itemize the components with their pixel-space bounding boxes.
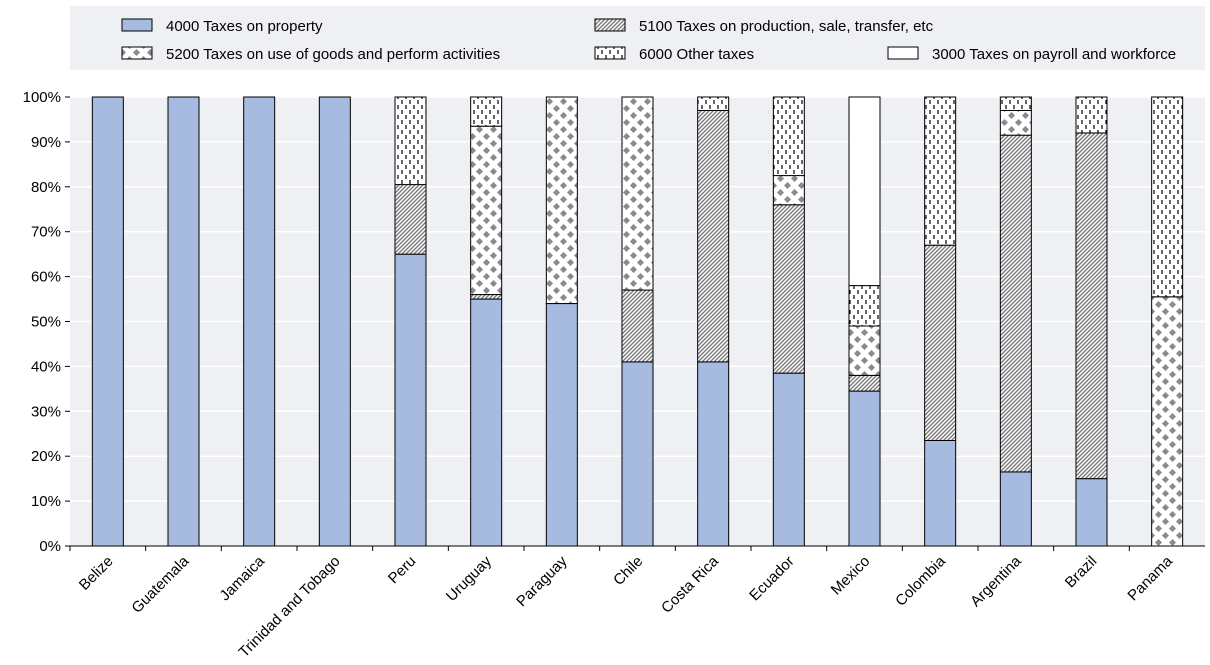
legend-label-payroll: 3000 Taxes on payroll and workforce bbox=[932, 46, 1176, 63]
y-tick-label: 50% bbox=[31, 314, 61, 331]
bar-segment-production bbox=[697, 109, 730, 363]
bar-segment-property bbox=[167, 96, 200, 547]
bar-segment-property bbox=[394, 253, 427, 547]
bar-segment-property bbox=[243, 96, 276, 547]
bar-segment-other bbox=[1075, 96, 1108, 134]
legend-background bbox=[70, 6, 1205, 70]
x-tick-label: Belize bbox=[76, 553, 117, 594]
legend-swatch-production bbox=[594, 18, 626, 32]
bar-segment-property bbox=[91, 96, 124, 547]
bar-segment-other bbox=[470, 96, 503, 127]
bar-segment-property bbox=[621, 361, 654, 547]
bar-segment-use_goods bbox=[470, 125, 503, 296]
x-tick-label: Peru bbox=[385, 553, 419, 587]
bar-segment-other bbox=[697, 96, 730, 111]
legend-label-property: 4000 Taxes on property bbox=[166, 18, 323, 35]
legend-swatch-use_goods bbox=[121, 46, 153, 60]
bar-segment-use_goods bbox=[999, 109, 1032, 136]
y-tick-label: 90% bbox=[31, 134, 61, 151]
y-tick-label: 40% bbox=[31, 358, 61, 375]
legend-swatch-payroll bbox=[887, 46, 919, 60]
bar-segment-property bbox=[318, 96, 351, 547]
bar-segment-property bbox=[924, 439, 957, 547]
legend-label-other: 6000 Other taxes bbox=[639, 46, 754, 63]
y-tick-label: 100% bbox=[23, 89, 61, 106]
bar-segment-use_goods bbox=[621, 96, 654, 291]
bar-segment-property bbox=[772, 372, 805, 547]
bar-segment-production bbox=[394, 184, 427, 255]
bar-segment-production bbox=[924, 244, 957, 441]
y-axis-ticks: 0% 10% 20% 30% 40% 50% 60% 70% 80% 90% 100% bbox=[23, 89, 70, 555]
legend-label-production: 5100 Taxes on production, sale, transfer… bbox=[639, 18, 934, 35]
bar-segment-property bbox=[470, 298, 503, 547]
bar-segment-use_goods bbox=[848, 325, 881, 376]
x-tick-label: Brazil bbox=[1062, 553, 1101, 592]
bar-segment-production bbox=[772, 204, 805, 374]
x-tick-label: Colombia bbox=[892, 552, 949, 609]
bar-segment-property bbox=[545, 303, 578, 547]
bar-segment-other bbox=[394, 96, 427, 186]
bar-segment-production bbox=[1075, 132, 1108, 480]
bar-segment-other bbox=[999, 96, 1032, 111]
x-tick-label: Panama bbox=[1124, 552, 1176, 604]
x-tick-label: Paraguay bbox=[513, 552, 571, 610]
y-tick-label: 70% bbox=[31, 224, 61, 241]
bar-segment-property bbox=[999, 471, 1032, 547]
bar-segment-payroll bbox=[848, 96, 881, 287]
bar-segment-use_goods bbox=[772, 175, 805, 206]
y-tick-label: 30% bbox=[31, 403, 61, 420]
bar-segment-other bbox=[924, 96, 957, 246]
y-tick-label: 60% bbox=[31, 269, 61, 286]
x-tick-label: Uruguay bbox=[443, 552, 495, 604]
legend: 4000 Taxes on property 5100 Taxes on prod… bbox=[121, 18, 1176, 63]
x-tick-label: Mexico bbox=[828, 553, 874, 599]
x-tick-label: Chile bbox=[610, 553, 646, 589]
y-tick-label: 10% bbox=[31, 493, 61, 510]
x-tick-label: Costa Rica bbox=[658, 552, 722, 616]
legend-swatch-property bbox=[121, 18, 153, 32]
bar-segment-other bbox=[848, 285, 881, 327]
x-tick-label: Argentina bbox=[967, 552, 1025, 610]
bar-segment-other bbox=[1151, 96, 1184, 298]
legend-swatch-other bbox=[594, 46, 626, 60]
y-tick-label: 80% bbox=[31, 179, 61, 196]
bar-segment-other bbox=[772, 96, 805, 177]
x-tick-label: Ecuador bbox=[746, 553, 798, 605]
bar-segment-use_goods bbox=[1151, 296, 1184, 547]
bar-segment-property bbox=[1075, 478, 1108, 547]
bar-segment-use_goods bbox=[545, 96, 578, 305]
bar-segment-property bbox=[848, 390, 881, 547]
bar-segment-property bbox=[697, 361, 730, 547]
bar-segment-production bbox=[848, 374, 881, 392]
x-tick-label: Jamaica bbox=[216, 552, 268, 604]
y-tick-label: 20% bbox=[31, 448, 61, 465]
x-tick-label: Guatemala bbox=[128, 552, 192, 616]
bar-segment-production bbox=[470, 294, 503, 300]
bars bbox=[91, 96, 1184, 547]
bar-segment-production bbox=[999, 134, 1032, 473]
bar-segment-production bbox=[621, 289, 654, 363]
legend-label-use_goods: 5200 Taxes on use of goods and perform a… bbox=[166, 46, 500, 63]
y-tick-label: 0% bbox=[39, 538, 61, 555]
